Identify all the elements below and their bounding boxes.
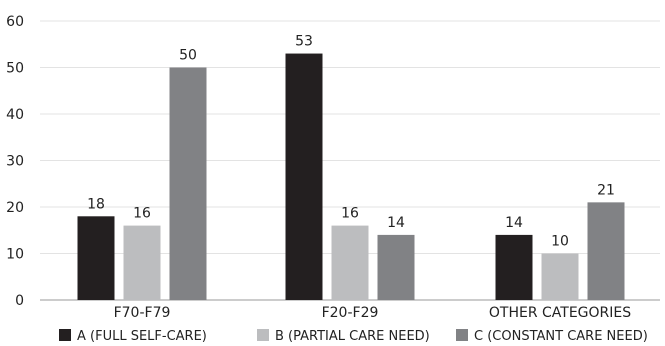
data-labels: 18 16 50 53 16 14 14 10 21 — [87, 34, 615, 250]
bar — [77, 216, 115, 300]
bar — [331, 225, 369, 300]
legend: A (FULL SELF-CARE) B (PARTIAL CARE NEED) C… — [59, 329, 648, 344]
data-label: 50 — [179, 48, 197, 64]
data-label: 16 — [133, 206, 151, 222]
data-label: 10 — [551, 234, 569, 250]
bar — [169, 67, 207, 300]
category-label: F20-F29 — [322, 305, 379, 321]
category-label: F70-F79 — [114, 305, 171, 321]
bars — [77, 53, 625, 300]
bar — [123, 225, 161, 300]
x-axis: F70-F79 F20-F29 OTHER CATEGORIES — [114, 305, 632, 321]
bar — [377, 234, 415, 300]
y-axis: 0 10 20 30 40 50 60 — [6, 14, 24, 309]
category-label: OTHER CATEGORIES — [489, 305, 631, 321]
data-label: 21 — [597, 182, 615, 198]
legend-label: A (FULL SELF-CARE) — [77, 329, 207, 344]
y-tick-label: 30 — [6, 154, 24, 170]
legend-swatch — [257, 329, 269, 341]
data-label: 14 — [387, 215, 405, 231]
y-tick-label: 60 — [6, 14, 24, 30]
data-label: 16 — [341, 206, 359, 222]
data-label: 18 — [87, 196, 105, 212]
legend-label: B (PARTIAL CARE NEED) — [275, 329, 430, 344]
data-label: 53 — [295, 34, 313, 50]
y-tick-label: 40 — [6, 107, 24, 123]
y-tick-label: 0 — [15, 293, 24, 309]
bar — [587, 202, 625, 300]
legend-swatch — [59, 329, 71, 341]
bar — [541, 253, 579, 300]
bar — [285, 53, 323, 300]
y-tick-label: 20 — [6, 200, 24, 216]
y-tick-label: 50 — [6, 61, 24, 77]
y-tick-label: 10 — [6, 247, 24, 263]
legend-label: C (CONSTANT CARE NEED) — [474, 329, 648, 344]
bar — [495, 234, 533, 300]
data-label: 14 — [505, 215, 523, 231]
legend-swatch — [456, 329, 468, 341]
